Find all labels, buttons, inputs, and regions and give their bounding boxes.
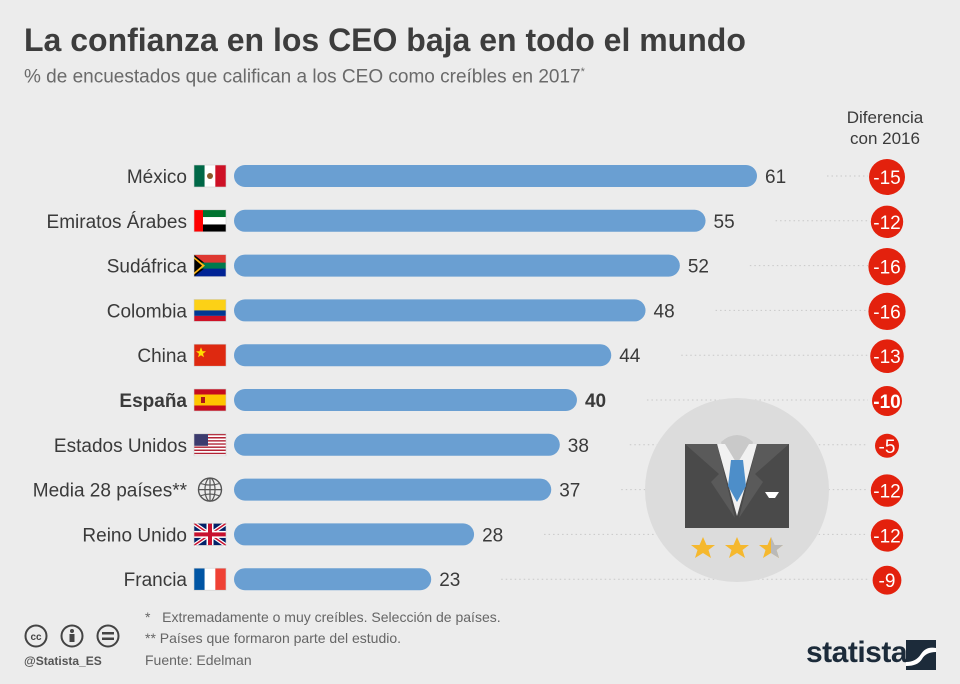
ceo-suit-icon	[645, 398, 829, 582]
footnote-1: * Extremadamente o muy creíbles. Selecci…	[145, 609, 501, 625]
subtitle-text: % de encuestados que califican a los CEO…	[24, 66, 581, 88]
diff-header-line-1: Diferencia	[846, 108, 924, 127]
subtitle-footnote-mark: *	[580, 66, 585, 78]
diff-label: -9	[879, 571, 896, 592]
diff-bubble	[870, 205, 904, 238]
diff-label: -13	[873, 347, 900, 368]
globe-icon	[197, 477, 223, 502]
attribution-icon	[60, 624, 84, 648]
category-label: México	[127, 167, 187, 188]
category-label: Sudáfrica	[107, 257, 188, 278]
diff-bubble	[868, 292, 906, 330]
uae-flag-icon	[193, 209, 227, 233]
category-label: Emiratos Árabes	[47, 212, 187, 233]
value-label: 44	[619, 346, 641, 367]
value-label: 40	[585, 391, 606, 412]
statista-logo[interactable]: statista	[806, 636, 908, 669]
uk-flag-icon	[192, 521, 228, 548]
category-label: Colombia	[107, 301, 188, 322]
bar[interactable]	[234, 523, 475, 546]
value-label: 37	[559, 481, 580, 502]
diff-label: -5	[879, 437, 896, 458]
usa-flag-icon	[193, 433, 227, 457]
diff-label: -12	[873, 213, 900, 234]
diff-label: -10	[873, 392, 900, 413]
category-label: Estados Unidos	[54, 436, 187, 457]
category-label: China	[137, 346, 187, 367]
colombia-flag-icon	[193, 299, 227, 322]
diff-label: -15	[873, 168, 900, 189]
category-label: España	[119, 391, 187, 412]
category-label: Reino Unido	[82, 525, 187, 546]
value-label: 23	[439, 570, 460, 591]
bar[interactable]	[234, 433, 560, 456]
footnote-2: ** Países que formaron parte del estudio…	[145, 630, 402, 646]
bar[interactable]	[234, 389, 577, 411]
china-flag-icon	[193, 343, 227, 367]
license-icons: cc	[24, 624, 124, 655]
diff-label: -16	[873, 302, 900, 323]
diff-bubble	[870, 519, 904, 552]
bar[interactable]	[234, 299, 646, 322]
value-label: 52	[688, 257, 709, 278]
category-label: Media 28 países**	[33, 481, 188, 502]
diff-label: -12	[873, 526, 900, 547]
cc-icon: cc	[24, 624, 48, 648]
bar[interactable]	[234, 165, 757, 187]
bar[interactable]	[234, 254, 680, 277]
social-handle: @Statista_ES	[24, 654, 102, 668]
bar-chart: México 61 -15 Emiratos Árabes 55 -12 Sudáfrica…	[33, 159, 906, 595]
diff-header: Diferencia con 2016	[820, 107, 950, 149]
value-label: 48	[654, 301, 675, 322]
statista-logo-icon	[906, 640, 936, 670]
bar[interactable]	[234, 209, 706, 232]
diff-bubble	[872, 386, 902, 416]
diff-bubble	[870, 474, 904, 507]
value-label: 61	[765, 167, 786, 188]
bar[interactable]	[234, 344, 612, 367]
svg-text:cc: cc	[30, 632, 42, 643]
diff-label: -16	[873, 258, 900, 279]
category-label: Francia	[124, 570, 188, 591]
south-africa-flag-icon	[193, 254, 227, 277]
no-derivatives-icon	[96, 624, 120, 648]
value-label: 38	[568, 436, 589, 457]
bar[interactable]	[234, 568, 432, 591]
spain-flag-icon	[193, 388, 227, 412]
chart-title: La confianza en los CEO baja en todo el …	[24, 22, 746, 58]
chart-subtitle: % de encuestados que califican a los CEO…	[24, 66, 585, 88]
mexico-flag-icon	[193, 164, 227, 188]
source-note[interactable]: Fuente: Edelman	[145, 652, 252, 668]
value-label: 55	[714, 212, 735, 233]
diff-header-line-2: con 2016	[850, 129, 920, 148]
france-flag-icon	[193, 567, 227, 591]
diff-bubble	[875, 433, 899, 458]
diff-bubble	[868, 248, 906, 286]
diff-bubble	[869, 159, 905, 195]
bar[interactable]	[234, 478, 552, 501]
diff-label: -12	[873, 482, 900, 503]
diff-bubble	[872, 565, 902, 595]
diff-bubble	[870, 339, 904, 374]
value-label: 28	[482, 525, 503, 546]
footnotes: * Extremadamente o muy creíbles. Selecci…	[145, 607, 501, 649]
